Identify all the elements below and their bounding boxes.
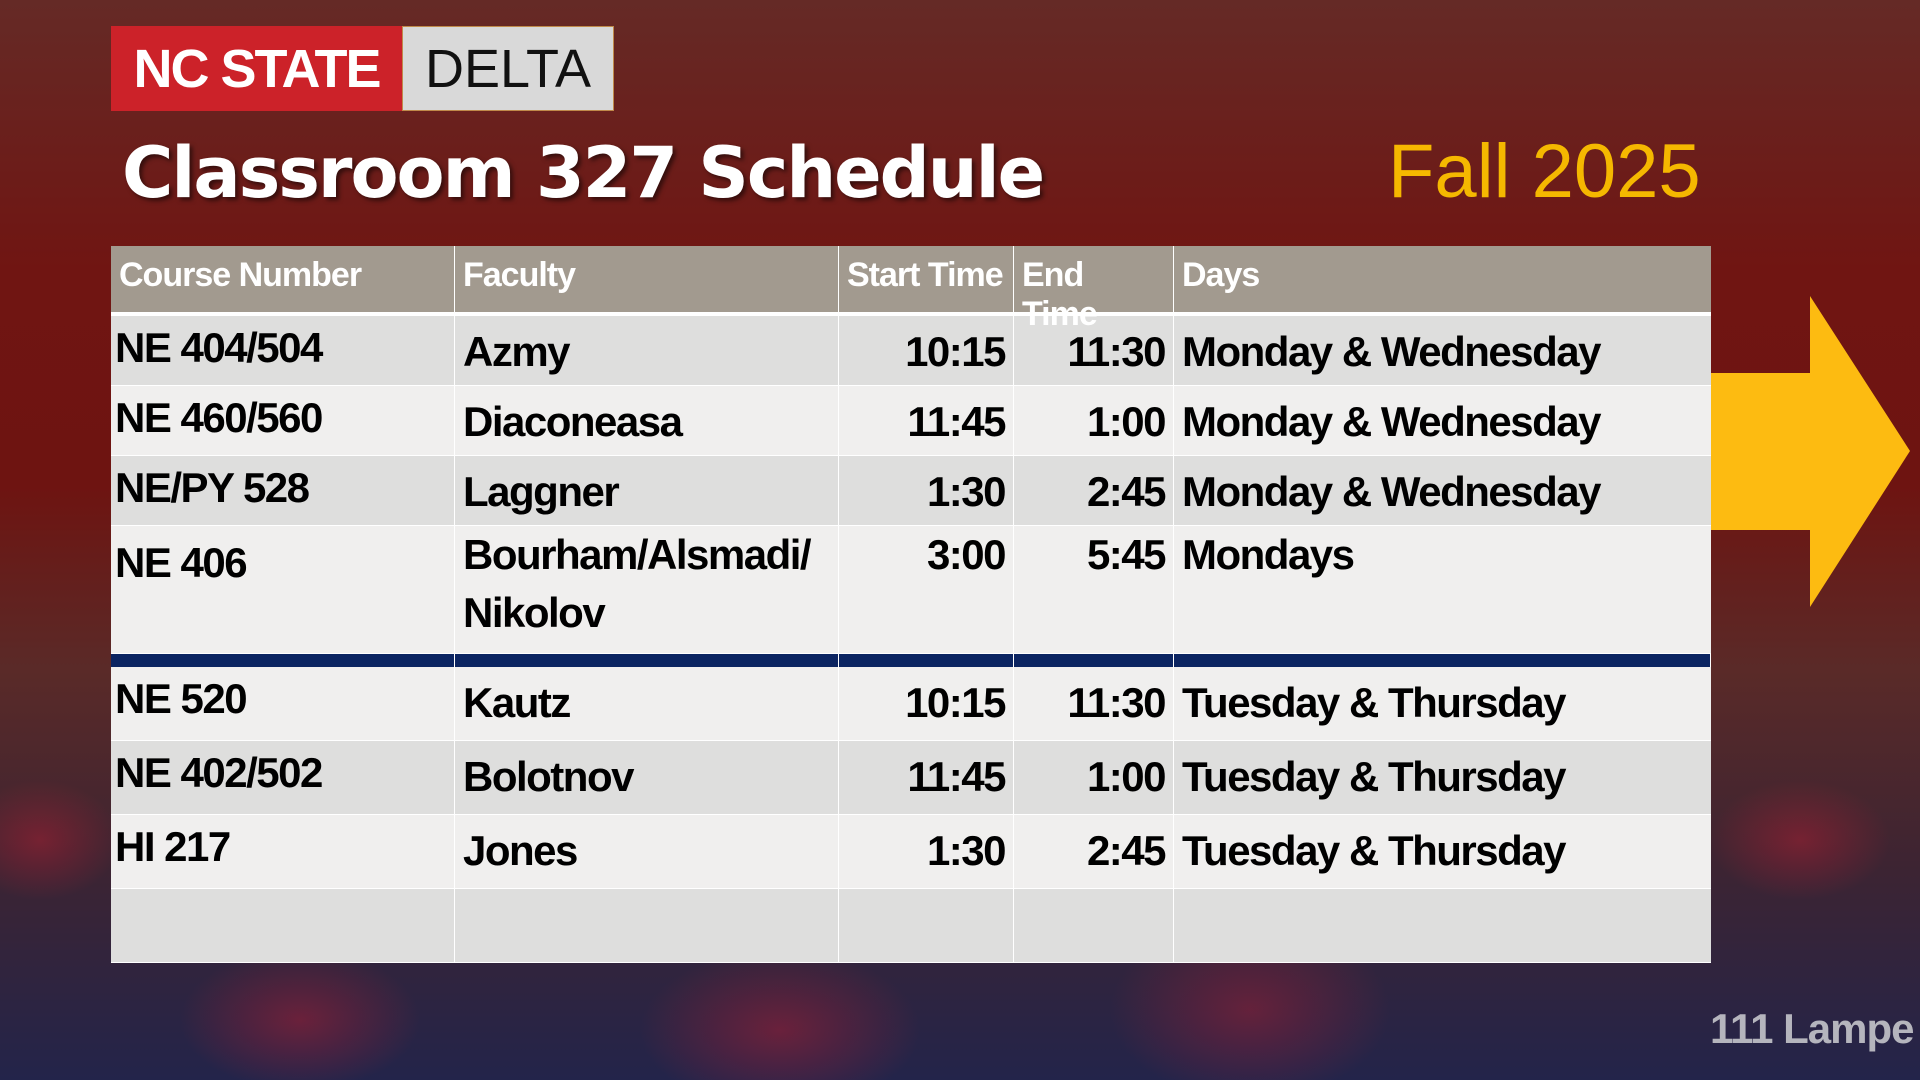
cell-start-time: 1:30 bbox=[839, 815, 1014, 888]
cell-start-time: 11:45 bbox=[839, 386, 1014, 455]
cell-end-time: 11:30 bbox=[1014, 667, 1174, 740]
arrow-right-icon bbox=[1711, 296, 1910, 607]
cell-course-number: NE/PY 528 bbox=[111, 456, 455, 525]
section-divider bbox=[111, 654, 1711, 667]
cell-course-number: NE 404/504 bbox=[111, 316, 455, 385]
table-row: NE/PY 528 Laggner 1:30 2:45 Monday & Wednesd… bbox=[111, 456, 1711, 526]
logo-delta: DELTA bbox=[402, 26, 614, 111]
page-title: Classroom 327 Schedule bbox=[122, 132, 1045, 214]
cell-days: Mondays bbox=[1182, 531, 1355, 578]
header-end-time: End Time bbox=[1014, 246, 1174, 333]
table-row: HI 217 Jones 1:30 2:45 Tuesday & Thursday bbox=[111, 815, 1711, 889]
cell-course-number bbox=[111, 889, 455, 962]
cell-course-number: NE 406 bbox=[111, 526, 455, 653]
header-start-time: Start Time bbox=[839, 246, 1014, 312]
cell-start-time: 10:15 bbox=[839, 667, 1014, 740]
term-label: Fall 2025 bbox=[1388, 129, 1701, 214]
logo-nc-state: NC STATE bbox=[111, 26, 402, 111]
table-row: NE 402/502 Bolotnov 11:45 1:00 Tuesday & Thu… bbox=[111, 741, 1711, 815]
cell-start-time: 3:00 bbox=[839, 526, 1014, 653]
cell-end-time: 5:45 bbox=[1014, 526, 1174, 653]
table-row bbox=[111, 889, 1711, 963]
nc-state-delta-logo: NC STATE DELTA bbox=[111, 26, 614, 111]
table-row: NE 406 Bourham/Alsmadi/ Nikolov 3:00 5:45 Mo… bbox=[111, 526, 1711, 654]
cell-start-time: 10:15 bbox=[839, 316, 1014, 385]
cell-course-number: HI 217 bbox=[111, 815, 455, 888]
divider-segment bbox=[455, 654, 839, 667]
cell-days: Monday & Wednesday bbox=[1182, 398, 1601, 445]
cell-days: Tuesday & Thursday bbox=[1182, 827, 1567, 874]
cell-faculty: Kautz bbox=[455, 667, 839, 740]
table-row: NE 404/504 Azmy 10:15 11:30 Monday & Wednesd… bbox=[111, 316, 1711, 386]
header-faculty: Faculty bbox=[455, 246, 839, 312]
table-header: Course Number Faculty Start Time End Tim… bbox=[111, 246, 1711, 333]
table-row: NE 520 Kautz 10:15 11:30 Tuesday & Thursday bbox=[111, 667, 1711, 741]
cell-start-time: 1:30 bbox=[839, 456, 1014, 525]
cell-days: Monday & Wednesday bbox=[1182, 468, 1601, 515]
cell-days bbox=[1174, 889, 1711, 962]
header-days: Days bbox=[1182, 256, 1260, 294]
cell-course-number: NE 460/560 bbox=[111, 386, 455, 455]
cell-end-time: 11:30 bbox=[1014, 316, 1174, 385]
cell-days: Tuesday & Thursday bbox=[1182, 753, 1567, 800]
cell-end-time: 2:45 bbox=[1014, 456, 1174, 525]
divider-segment bbox=[1174, 654, 1711, 667]
cell-end-time bbox=[1014, 889, 1174, 962]
cell-end-time: 1:00 bbox=[1014, 741, 1174, 814]
cell-start-time bbox=[839, 889, 1014, 962]
cell-faculty: Laggner bbox=[455, 456, 839, 525]
divider-segment bbox=[839, 654, 1014, 667]
cell-start-time: 11:45 bbox=[839, 741, 1014, 814]
divider-segment bbox=[111, 654, 455, 667]
cell-faculty bbox=[455, 889, 839, 962]
cell-course-number: NE 402/502 bbox=[111, 741, 455, 814]
building-room-label: 111 Lampe bbox=[1710, 1005, 1914, 1052]
cell-days: Tuesday & Thursday bbox=[1182, 679, 1567, 726]
cell-faculty: Bourham/Alsmadi/ Nikolov bbox=[455, 526, 839, 653]
cell-days: Monday & Wednesday bbox=[1182, 328, 1601, 375]
cell-faculty: Diaconeasa bbox=[455, 386, 839, 455]
cell-end-time: 2:45 bbox=[1014, 815, 1174, 888]
divider-segment bbox=[1014, 654, 1174, 667]
table-row: NE 460/560 Diaconeasa 11:45 1:00 Monday & We… bbox=[111, 386, 1711, 456]
schedule-table: Course Number Faculty Start Time End Tim… bbox=[111, 246, 1711, 963]
header-course-number: Course Number bbox=[111, 246, 455, 312]
cell-faculty: Azmy bbox=[455, 316, 839, 385]
cell-faculty: Bolotnov bbox=[455, 741, 839, 814]
cell-faculty: Jones bbox=[455, 815, 839, 888]
cell-end-time: 1:00 bbox=[1014, 386, 1174, 455]
cell-course-number: NE 520 bbox=[111, 667, 455, 740]
